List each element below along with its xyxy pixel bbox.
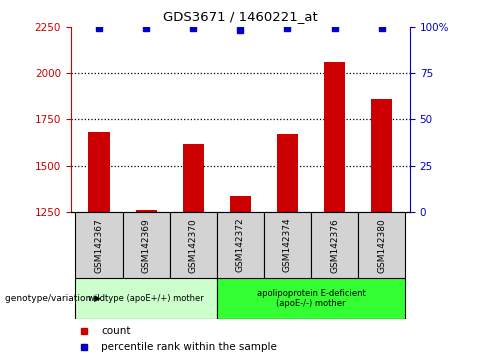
Bar bbox=[358, 212, 405, 278]
Text: genotype/variation ▶: genotype/variation ▶ bbox=[5, 294, 101, 303]
Text: GSM142374: GSM142374 bbox=[283, 218, 292, 273]
Bar bbox=[76, 212, 122, 278]
Bar bbox=[324, 62, 345, 212]
Text: GSM142367: GSM142367 bbox=[95, 218, 103, 273]
Bar bbox=[76, 278, 217, 319]
Title: GDS3671 / 1460221_at: GDS3671 / 1460221_at bbox=[163, 10, 318, 23]
Bar bbox=[311, 212, 358, 278]
Text: wildtype (apoE+/+) mother: wildtype (apoE+/+) mother bbox=[88, 294, 204, 303]
Text: count: count bbox=[102, 326, 131, 336]
Bar bbox=[277, 135, 298, 212]
Text: GSM142369: GSM142369 bbox=[142, 218, 151, 273]
Bar bbox=[371, 99, 392, 212]
Bar bbox=[230, 196, 251, 212]
Text: percentile rank within the sample: percentile rank within the sample bbox=[102, 342, 277, 352]
Bar bbox=[122, 212, 170, 278]
Text: apolipoprotein E-deficient
(apoE-/-) mother: apolipoprotein E-deficient (apoE-/-) mot… bbox=[257, 289, 366, 308]
Bar bbox=[264, 212, 311, 278]
Text: GSM142380: GSM142380 bbox=[377, 218, 386, 273]
Text: GSM142372: GSM142372 bbox=[236, 218, 245, 273]
Bar bbox=[136, 210, 157, 212]
Bar bbox=[88, 132, 110, 212]
Bar bbox=[217, 278, 405, 319]
Text: GSM142370: GSM142370 bbox=[189, 218, 198, 273]
Bar bbox=[183, 144, 204, 212]
Text: GSM142376: GSM142376 bbox=[330, 218, 339, 273]
Bar bbox=[217, 212, 264, 278]
Bar bbox=[170, 212, 217, 278]
